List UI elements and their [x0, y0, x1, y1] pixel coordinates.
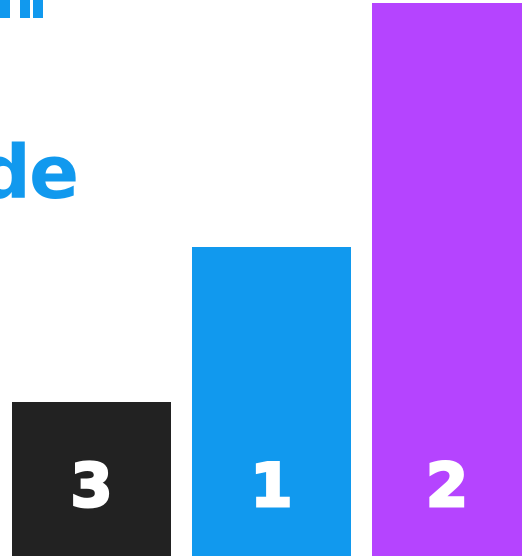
cropped-glyph	[20, 0, 30, 18]
podium-bar-second: 2	[372, 3, 522, 556]
podium-bar-first: 1	[192, 247, 351, 556]
podium-bar-third: 3	[12, 402, 171, 556]
cropped-heading-top	[0, 0, 80, 18]
cropped-glyph	[0, 0, 10, 18]
rank-label-second: 2	[425, 451, 470, 521]
rank-label-third: 3	[69, 451, 114, 521]
headline-fragment: de	[0, 130, 79, 216]
rank-label-first: 1	[249, 451, 294, 521]
cropped-glyph	[33, 0, 43, 18]
